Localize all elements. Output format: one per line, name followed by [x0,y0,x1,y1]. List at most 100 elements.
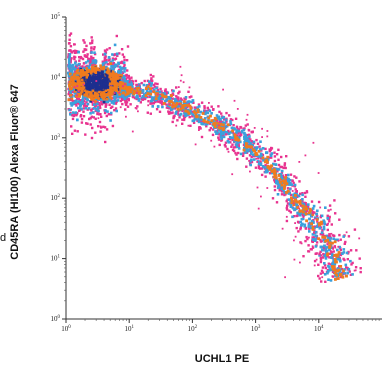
density-cell-low [232,149,236,153]
density-cell-low [260,167,263,170]
density-cell-low [317,263,320,266]
density-cell-low [349,273,353,276]
density-cell-low [121,102,124,106]
density-cell-low [90,36,93,39]
density-cell-medium [174,100,177,104]
density-cell-medium [289,205,293,208]
density-cell-low [128,77,131,81]
density-cell-high [109,86,112,89]
density-cell-outlier [266,187,269,189]
density-cell-low [225,120,228,123]
density-cell-outlier [298,161,301,163]
density-cell-low [173,114,176,117]
density-cell-low [294,188,297,191]
density-cell-low [150,77,153,80]
density-cell-low [143,79,146,83]
density-cell-low [92,48,96,51]
density-cell-outlier [285,215,288,218]
density-cell-peak [83,76,86,80]
density-cell-outlier [233,99,236,102]
density-cell-medium [135,96,138,99]
density-cell-low [67,42,71,45]
density-cell-low [189,124,192,127]
density-cell-low [295,191,298,194]
density-cell-medium [343,271,346,275]
density-cell-high [328,245,331,248]
density-cell-low [181,118,184,121]
density-cell-medium [272,162,275,166]
density-cell-low [203,105,206,108]
density-cell-low [236,134,239,137]
density-cell-peak [87,83,91,87]
density-cell-high [86,73,89,77]
density-cell-medium [234,143,238,146]
density-cell-low [164,88,167,91]
density-cell-high [76,77,80,81]
density-cell-peak [86,89,90,92]
density-cell-low [114,107,118,110]
density-cell-low [87,93,90,96]
density-cell-low [114,57,118,60]
density-cell-low [227,138,230,141]
density-cell-high [67,98,71,102]
density-cell-low [178,116,181,119]
density-cell-low [73,49,77,52]
density-cell-outlier [312,141,315,144]
density-cell-high [210,119,214,122]
density-cell-high [213,116,217,120]
density-cell-outlier [236,108,239,110]
density-cell-medium [114,63,117,67]
density-cell-medium [69,69,73,72]
density-cell-low [224,141,228,144]
density-cell-high [77,81,80,84]
density-cell-low [286,198,289,201]
density-cell-low [171,104,174,107]
density-cell-high [118,85,122,88]
density-cell-low [273,185,276,188]
density-cell-low [328,233,331,236]
density-cell-outlier [337,245,340,248]
density-cell-high [100,93,103,97]
density-cell-high [118,87,122,91]
density-cell-low [123,58,126,62]
density-cell-low [111,105,114,108]
density-cell-outlier [313,264,316,267]
density-cell-medium [126,83,130,86]
density-cell-outlier [124,83,126,86]
density-cell-medium [214,130,217,133]
density-cell-low [206,106,209,110]
density-cell-outlier [140,98,143,101]
density-cell-outlier [298,207,301,210]
density-cell-medium [69,91,72,94]
density-cell-medium [301,193,304,197]
density-cell-medium [183,112,186,115]
density-cell-medium [89,63,92,67]
density-cell-outlier [179,79,182,82]
density-cell-low [271,197,275,200]
density-cell-medium [160,95,163,98]
density-cell-high [96,94,100,97]
density-cell-outlier [300,242,303,245]
density-cell-low [264,147,267,151]
density-cell-low [90,115,93,118]
density-cell-high [311,228,315,231]
density-cell-medium [298,212,301,216]
density-cell-low [94,101,97,105]
density-cell-outlier [151,102,154,105]
density-cell-high [107,88,110,92]
density-cell-medium [97,109,100,113]
density-cell-low [280,171,284,174]
density-cell-high [70,97,74,101]
density-cell-medium [115,109,118,113]
density-cell-medium [282,188,285,192]
density-cell-low [167,110,170,113]
density-cell-low [310,209,314,212]
density-cell-low [347,250,350,254]
density-cell-outlier [73,86,76,89]
density-cell-medium [292,193,295,197]
density-cell-low [273,180,277,183]
density-cell-high [78,79,81,83]
density-cell-high [80,78,84,82]
density-cell-low [149,112,152,115]
density-cell-outlier [269,172,271,175]
